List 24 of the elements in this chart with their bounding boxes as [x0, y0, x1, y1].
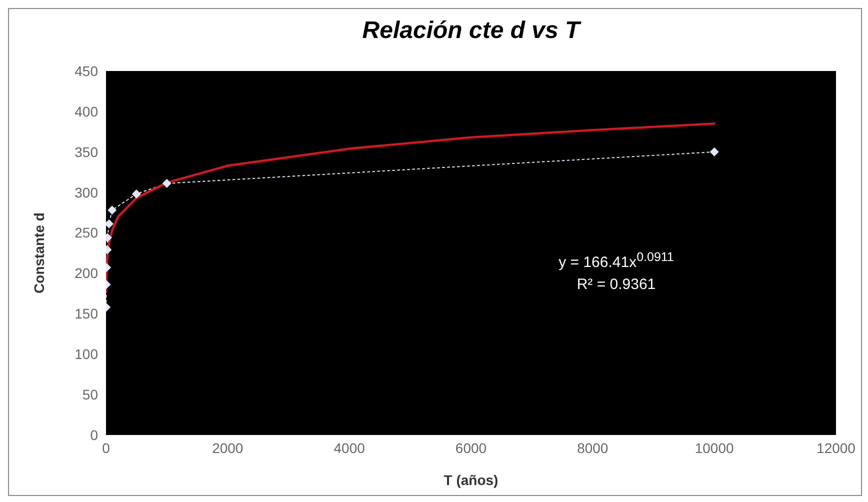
x-tick-label: 12000 — [816, 440, 856, 456]
annotation: y = 166.41x$^{0.0911}$ — [558, 248, 674, 273]
y-tick-label: 450 — [74, 62, 98, 79]
annotation: R² = 0.9361 — [576, 274, 657, 295]
x-tick-label: 6000 — [455, 440, 487, 456]
y-tick-label: 150 — [74, 306, 98, 322]
y-tick-label: 200 — [74, 265, 98, 282]
y-tick-label: 0 — [90, 426, 98, 443]
x-tick-label: 0 — [102, 440, 110, 456]
point — [106, 219, 114, 228]
y-tick-label: 250 — [74, 224, 98, 241]
y-tick-label: 400 — [74, 103, 98, 120]
chart-title: Relación cte d vs T — [361, 17, 582, 45]
y-tick-label: 350 — [74, 144, 98, 160]
y-tick-label: 300 — [74, 184, 98, 200]
x-axis-title: T (años) — [444, 472, 498, 488]
x-tick-label: 8000 — [577, 440, 608, 456]
x-tick-label: 2000 — [212, 440, 244, 456]
x-tick-label: 10000 — [694, 440, 734, 456]
y-tick-label: 100 — [74, 346, 98, 362]
y-tick-label: 50 — [82, 386, 98, 403]
y-axis-title: Constante d — [30, 212, 47, 294]
line-series — [106, 122, 716, 293]
x-tick-label: 4000 — [334, 440, 366, 456]
